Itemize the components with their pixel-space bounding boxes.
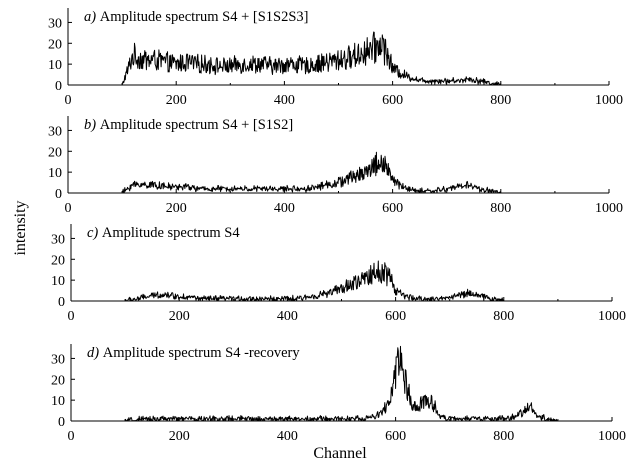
panel-title: b) Amplitude spectrum S4 + [S1S2]	[84, 117, 293, 133]
x-tick-label: 400	[277, 309, 298, 324]
x-tick-label: 200	[169, 309, 190, 324]
chart-panel-1: 0 10 20 30 0 200 400 600 800 1000 a) Amplitude spe…	[48, 8, 623, 108]
y-tick-label: 10	[48, 166, 62, 181]
spectrum-series-line	[121, 151, 502, 194]
x-tick-label: 1000	[598, 429, 626, 444]
spectrum-series-line	[121, 31, 502, 86]
y-tick-label: 10	[48, 58, 62, 73]
x-tick-label: 800	[490, 93, 511, 108]
x-tick-label: 800	[490, 201, 511, 216]
chart-panel-4: 0 10 20 30 0 200 400 600 800 1000 d) Amplitude spe…	[51, 344, 626, 444]
chart-panel-2: 0 10 20 30 0 200 400 600 800 1000 b) Amplitude spe…	[48, 116, 623, 216]
x-tick-label: 800	[493, 309, 514, 324]
x-tick-label: 400	[277, 429, 298, 444]
y-tick-label: 30	[51, 352, 65, 367]
x-tick-label: 200	[166, 201, 187, 216]
x-tick-label: 200	[169, 429, 190, 444]
panel-title-text: Amplitude spectrum S4	[102, 225, 240, 241]
panel-title-text: Amplitude spectrum S4 + [S1S2]	[100, 117, 293, 133]
x-tick-label: 0	[65, 93, 72, 108]
y-tick-label: 0	[55, 187, 62, 202]
x-tick-label: 0	[68, 309, 75, 324]
y-tick-label: 20	[51, 373, 65, 388]
panel-title-text: Amplitude spectrum S4 + [S1S2S3]	[100, 9, 309, 25]
x-tick-label: 1000	[595, 201, 623, 216]
y-axis-title: intensity	[12, 200, 29, 255]
y-tick-label: 20	[48, 145, 62, 160]
y-tick-label: 0	[58, 415, 65, 430]
y-tick-label: 20	[51, 253, 65, 268]
panel-letter: d)	[87, 345, 103, 361]
x-tick-label: 800	[493, 429, 514, 444]
x-tick-label: 400	[274, 201, 295, 216]
panel-letter: c)	[87, 225, 102, 241]
spectrum-series-line	[124, 260, 505, 302]
panel-title-text: Amplitude spectrum S4 -recovery	[103, 345, 301, 361]
x-tick-label: 1000	[598, 309, 626, 324]
x-tick-label: 0	[68, 429, 75, 444]
panel-title: d) Amplitude spectrum S4 -recovery	[87, 345, 300, 361]
y-tick-label: 0	[55, 79, 62, 94]
spectrum-series-line	[124, 345, 559, 422]
x-tick-label: 600	[382, 201, 403, 216]
y-tick-label: 10	[51, 394, 65, 409]
y-tick-label: 30	[51, 232, 65, 247]
panel-letter: a)	[84, 9, 100, 25]
x-tick-label: 200	[166, 93, 187, 108]
y-tick-label: 0	[58, 295, 65, 310]
y-tick-label: 30	[48, 16, 62, 31]
chart-panel-3: 0 10 20 30 0 200 400 600 800 1000 c) Amplitude spe…	[51, 224, 626, 324]
x-tick-label: 0	[65, 201, 72, 216]
x-tick-label: 600	[382, 93, 403, 108]
x-tick-label: 400	[274, 93, 295, 108]
x-tick-label: 600	[385, 429, 406, 444]
y-tick-label: 10	[51, 274, 65, 289]
y-tick-label: 20	[48, 37, 62, 52]
y-tick-label: 30	[48, 124, 62, 139]
panel-letter: b)	[84, 117, 100, 133]
x-tick-label: 600	[385, 309, 406, 324]
x-tick-label: 1000	[595, 93, 623, 108]
panel-title: c) Amplitude spectrum S4	[87, 225, 240, 241]
x-axis-title: Channel	[313, 445, 367, 462]
panel-title: a) Amplitude spectrum S4 + [S1S2S3]	[84, 9, 308, 25]
